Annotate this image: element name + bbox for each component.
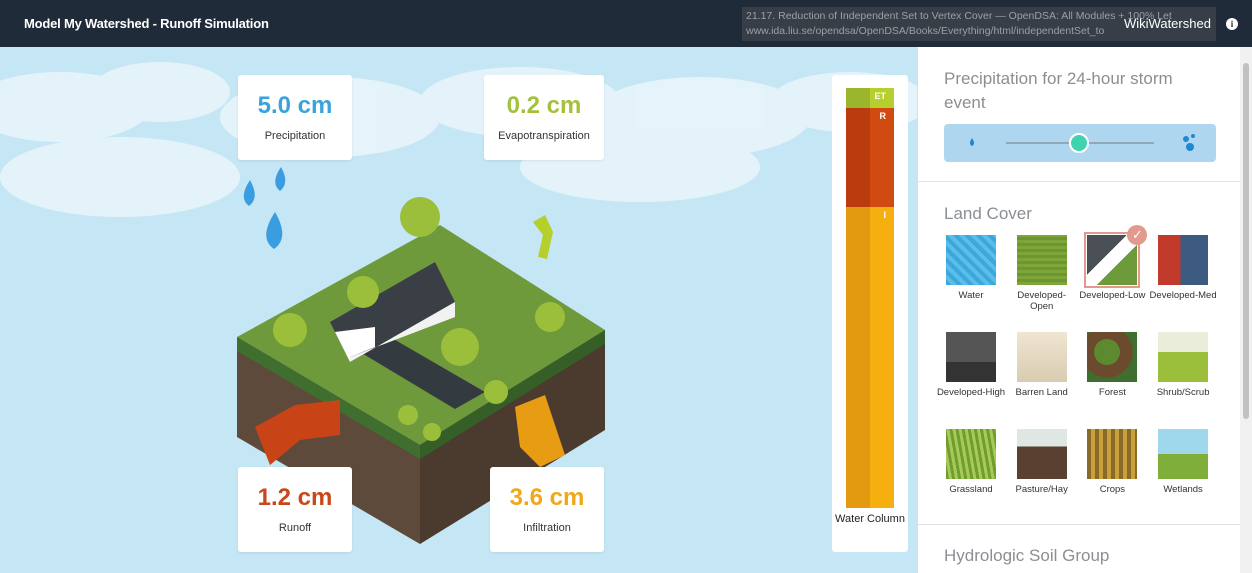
info-icon[interactable]: i: [1226, 18, 1238, 30]
land-cover-label: Wetlands: [1148, 484, 1218, 495]
segment-label: ET: [874, 91, 886, 101]
stat-label: Infiltration: [490, 522, 604, 534]
illustration-shape: [535, 302, 565, 332]
section-title: Land Cover: [944, 202, 1032, 226]
section-title: Precipitation for 24-hour storm event: [944, 67, 1214, 115]
land-cover-option[interactable]: Water: [936, 235, 1006, 301]
selected-check: ✓: [1127, 225, 1147, 245]
land-cover-option[interactable]: Crops: [1077, 429, 1147, 495]
page: Runoff Simulation {"header": {"title": "…: [0, 0, 1252, 573]
land-cover-label: Forest: [1077, 387, 1147, 398]
illustration-shape: [423, 423, 441, 441]
stat-card: 0.2 cm Evapotranspiration: [484, 75, 604, 160]
scene: [0, 47, 917, 573]
illustration-shape: [0, 137, 240, 217]
land-cover-option[interactable]: Developed-Med: [1148, 235, 1218, 301]
segment-label: I: [883, 210, 886, 220]
land-cover-image: [946, 429, 996, 479]
illustration-shape: [347, 276, 379, 308]
land-cover-label: Grassland: [936, 484, 1006, 495]
land-cover-option[interactable]: Wetlands: [1148, 429, 1218, 495]
illustration-shape: [1183, 136, 1189, 142]
illustration-shape: [970, 138, 974, 146]
illustration-shape: [1191, 134, 1195, 138]
stat-value: 0.2 cm: [484, 92, 604, 120]
land-cover-image: [1158, 235, 1208, 285]
header: Model My Watershed - Runoff Simulation 2…: [0, 0, 1252, 47]
illustration-shape: [90, 62, 230, 122]
stat-card: 1.2 cm Runoff: [238, 467, 352, 552]
water-column: ET R I Water Column: [832, 75, 908, 552]
stat-label: Precipitation: [238, 130, 352, 142]
land-cover-label: Barren Land: [1007, 387, 1077, 398]
sidebar: Precipitation for 24-hour storm event La…: [917, 47, 1240, 573]
land-cover-label: Pasture/Hay: [1007, 484, 1077, 495]
app-title: Model My Watershed - Runoff Simulation: [24, 16, 269, 31]
brand-link[interactable]: WikiWatershed: [1124, 16, 1211, 31]
land-cover-option[interactable]: ✓ Developed-Low: [1077, 235, 1147, 301]
separator: [918, 524, 1240, 525]
land-cover-label: Developed-Open: [1007, 290, 1077, 312]
land-cover-option[interactable]: Barren Land: [1007, 332, 1077, 398]
slider-graphic: [944, 124, 1216, 162]
land-cover-image: [1087, 429, 1137, 479]
land-cover-label: Shrub/Scrub: [1148, 387, 1218, 398]
illustration-shape: [1070, 134, 1088, 152]
illustration-shape: [484, 380, 508, 404]
stat-card: 3.6 cm Infiltration: [490, 467, 604, 552]
runoff-segment: R: [846, 108, 894, 207]
land-cover-image: [1017, 429, 1067, 479]
stat-value: 3.6 cm: [490, 484, 604, 512]
stat-value: 1.2 cm: [238, 484, 352, 512]
land-cover-label: Developed-Med: [1148, 290, 1218, 301]
section-title: Hydrologic Soil Group: [944, 544, 1109, 568]
scrollbar[interactable]: [1240, 47, 1252, 573]
illustration-shape: [1186, 143, 1194, 151]
illustration-shape: [273, 313, 307, 347]
land-cover-image: ✓: [1087, 235, 1137, 285]
water-column-label: Water Column: [832, 513, 908, 526]
illustration-shape: [441, 328, 479, 366]
land-cover-option[interactable]: Grassland: [936, 429, 1006, 495]
segment-label: R: [880, 111, 887, 121]
illustration-shape: [398, 405, 418, 425]
land-cover-image: [946, 235, 996, 285]
land-cover-image: [1087, 332, 1137, 382]
land-cover-image: [1158, 332, 1208, 382]
body: Model My Watershed - Runoff Simulation 2…: [0, 0, 1252, 573]
illustration-shape: [400, 197, 440, 237]
land-cover-image: [946, 332, 996, 382]
land-cover-image: [1017, 332, 1067, 382]
scroll-thumb[interactable]: [1243, 63, 1249, 419]
land-cover-option[interactable]: Developed-High: [936, 332, 1006, 398]
land-cover-label: Developed-High: [936, 387, 1006, 398]
stat-card: 5.0 cm Precipitation: [238, 75, 352, 160]
app: Model My Watershed - Runoff Simulation 2…: [0, 0, 1252, 573]
et-segment: ET: [846, 88, 894, 108]
land-cover-label: Water: [936, 290, 1006, 301]
infiltration-segment: I: [846, 207, 894, 508]
separator: [918, 181, 1240, 182]
land-cover-option[interactable]: Shrub/Scrub: [1148, 332, 1218, 398]
precipitation-slider[interactable]: [944, 124, 1216, 162]
land-cover-label: Developed-Low: [1077, 290, 1147, 301]
stat-label: Runoff: [238, 522, 352, 534]
stat-label: Evapotranspiration: [484, 130, 604, 142]
stat-value: 5.0 cm: [238, 92, 352, 120]
land-cover-image: [1017, 235, 1067, 285]
land-cover-image: [1158, 429, 1208, 479]
land-cover-option[interactable]: Developed-Open: [1007, 235, 1077, 312]
land-cover-option[interactable]: Forest: [1077, 332, 1147, 398]
land-cover-option[interactable]: Pasture/Hay: [1007, 429, 1077, 495]
land-cover-label: Crops: [1077, 484, 1147, 495]
